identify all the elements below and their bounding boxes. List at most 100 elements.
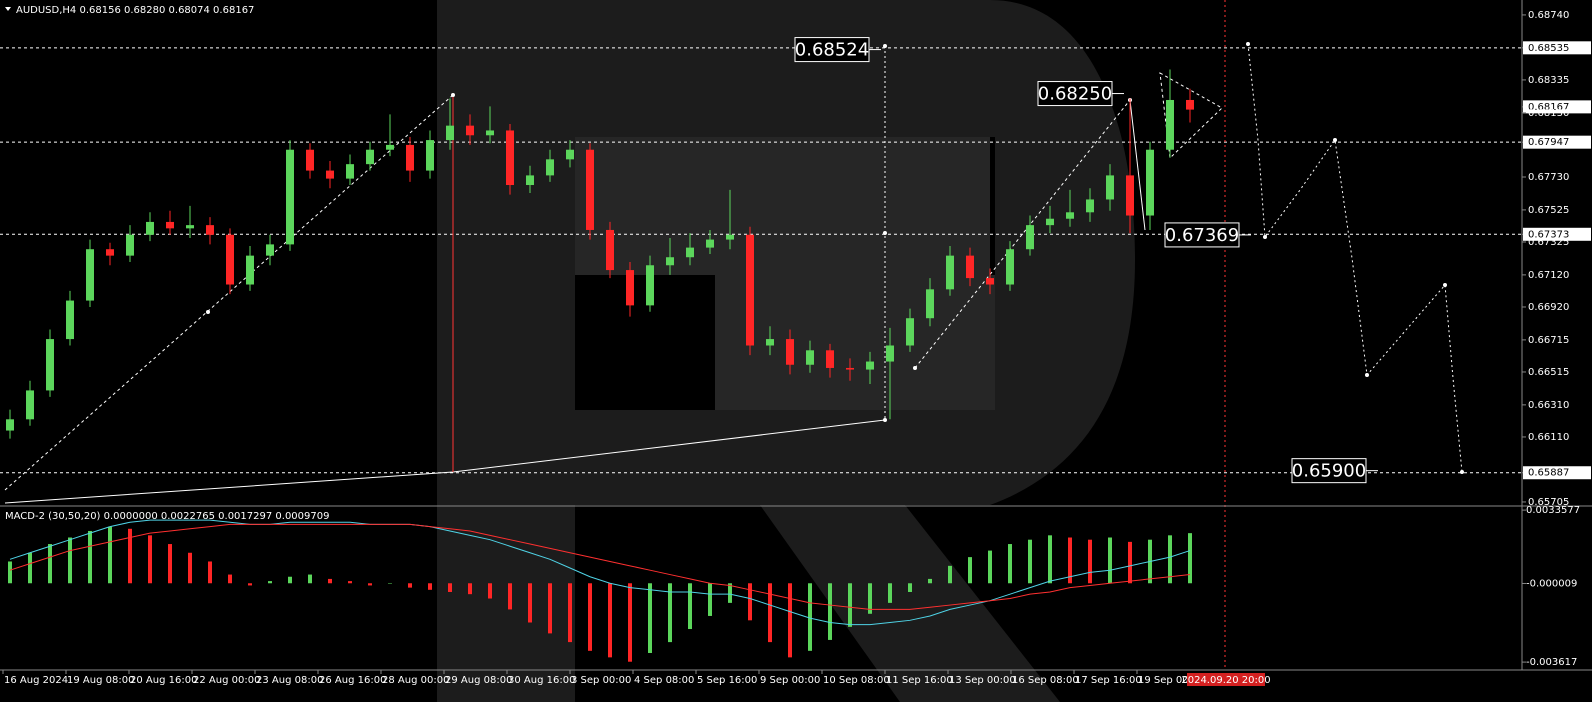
y-tick-label: -0.003617 [1526, 657, 1577, 668]
x-tick-label: 26 Aug 16:00 [319, 675, 386, 686]
x-tick-label: 11 Sep 16:00 [886, 675, 953, 686]
candle-body [1046, 218, 1054, 226]
frame [0, 0, 1592, 671]
macd-bar [168, 544, 172, 584]
x-tick-label: 10 Sep 08:00 [823, 675, 890, 686]
macd-bar [348, 581, 352, 584]
macd-bar [728, 583, 732, 603]
candle-body [686, 247, 694, 258]
y-tick-label: 0.68740 [1528, 10, 1569, 21]
annotation-label: 0.68524 [795, 40, 869, 61]
candle-body [926, 289, 934, 319]
candle-body [1166, 99, 1174, 150]
pattern-point [1246, 42, 1250, 46]
candle-body [546, 159, 554, 176]
candle-body [666, 257, 674, 266]
candle-body [466, 125, 474, 136]
pattern-point [1263, 235, 1267, 239]
macd-bar [1068, 537, 1072, 584]
analysis-overlay [4, 0, 1464, 670]
y-tick-label: 0.68167 [1528, 102, 1569, 113]
candle-body [1126, 175, 1134, 216]
menu-arrow[interactable] [5, 7, 11, 11]
y-tick-label: -0.000009 [1526, 578, 1577, 589]
macd-bar [868, 583, 872, 614]
candle-body [706, 239, 714, 248]
candle-body [986, 278, 994, 285]
candle-body [46, 339, 54, 391]
x-tick-label: 9 Sep 00:00 [760, 675, 820, 686]
x-tick-label: 29 Aug 08:00 [445, 675, 512, 686]
candle-body [66, 300, 74, 340]
candle-body [566, 149, 574, 160]
macd-bar [1168, 535, 1172, 584]
candle-body [106, 249, 114, 256]
candle-body [806, 350, 814, 365]
candle-body [426, 140, 434, 171]
candle-body [746, 234, 754, 346]
candle-body [26, 390, 34, 420]
y-tick-box [1523, 227, 1591, 241]
macd-bar [708, 583, 712, 616]
macd-bar [768, 583, 772, 643]
level-lines [0, 47, 1522, 474]
candle-body [846, 367, 854, 370]
macd-bar [268, 581, 272, 584]
x-tick-label: 19 Sep 00:00 [1138, 675, 1205, 686]
macd-bar [608, 583, 612, 658]
macd-bar [1048, 535, 1052, 584]
candle-body [626, 270, 634, 306]
candle-body [346, 164, 354, 179]
annotation-box [794, 37, 870, 63]
candles [6, 69, 1194, 439]
candle-body [246, 255, 254, 285]
forecast-path [1247, 43, 1463, 473]
y-tick-label: 0.66920 [1528, 302, 1569, 313]
macd-bar [528, 583, 532, 623]
candle-body [366, 149, 374, 165]
macd-bar [928, 578, 932, 584]
x-tick-label: 16 Aug 2024 [4, 675, 68, 686]
macd-bar [208, 561, 212, 584]
candle-body [486, 130, 494, 136]
candle-body [886, 345, 894, 362]
x-tick-label: 30 Aug 16:00 [508, 675, 575, 686]
watermark-block [715, 275, 995, 410]
macd-bar [508, 583, 512, 610]
candle-body [1026, 225, 1034, 250]
watermark [437, 0, 1135, 702]
candle-body [766, 339, 774, 346]
candle-body [866, 361, 874, 370]
x-tick-label: 16 Sep 08:00 [1012, 675, 1079, 686]
candle-body [146, 221, 154, 235]
macd-bar [1108, 537, 1112, 584]
macd-bar [148, 535, 152, 584]
pattern-point [883, 231, 887, 235]
annotation-box [1164, 222, 1240, 248]
macd-bar [448, 583, 452, 592]
macd-bar [808, 583, 812, 651]
pattern-point [883, 44, 887, 48]
y-tick-label: 0.67525 [1528, 205, 1569, 216]
candle-body [226, 234, 234, 285]
candle-body [326, 170, 334, 179]
y-tick-label: 0.65705 [1528, 497, 1569, 508]
y-tick-label: 0.67947 [1528, 137, 1569, 148]
pattern-point [1333, 138, 1337, 142]
macd-bar [888, 583, 892, 603]
y-tick-label: 0.66515 [1528, 367, 1569, 378]
candle-body [966, 255, 974, 279]
macd-bar [28, 552, 32, 584]
pattern-point [1460, 470, 1464, 474]
pattern-point [913, 366, 917, 370]
y-tick-label: 0.68335 [1528, 75, 1569, 86]
candle-body [586, 149, 594, 230]
x-tick-label: 13 Sep 00:00 [949, 675, 1016, 686]
macd-bar [88, 530, 92, 584]
macd-bar [1088, 539, 1092, 584]
macd-bar [188, 552, 192, 584]
pattern-point [883, 418, 887, 422]
candle-body [1006, 249, 1014, 285]
